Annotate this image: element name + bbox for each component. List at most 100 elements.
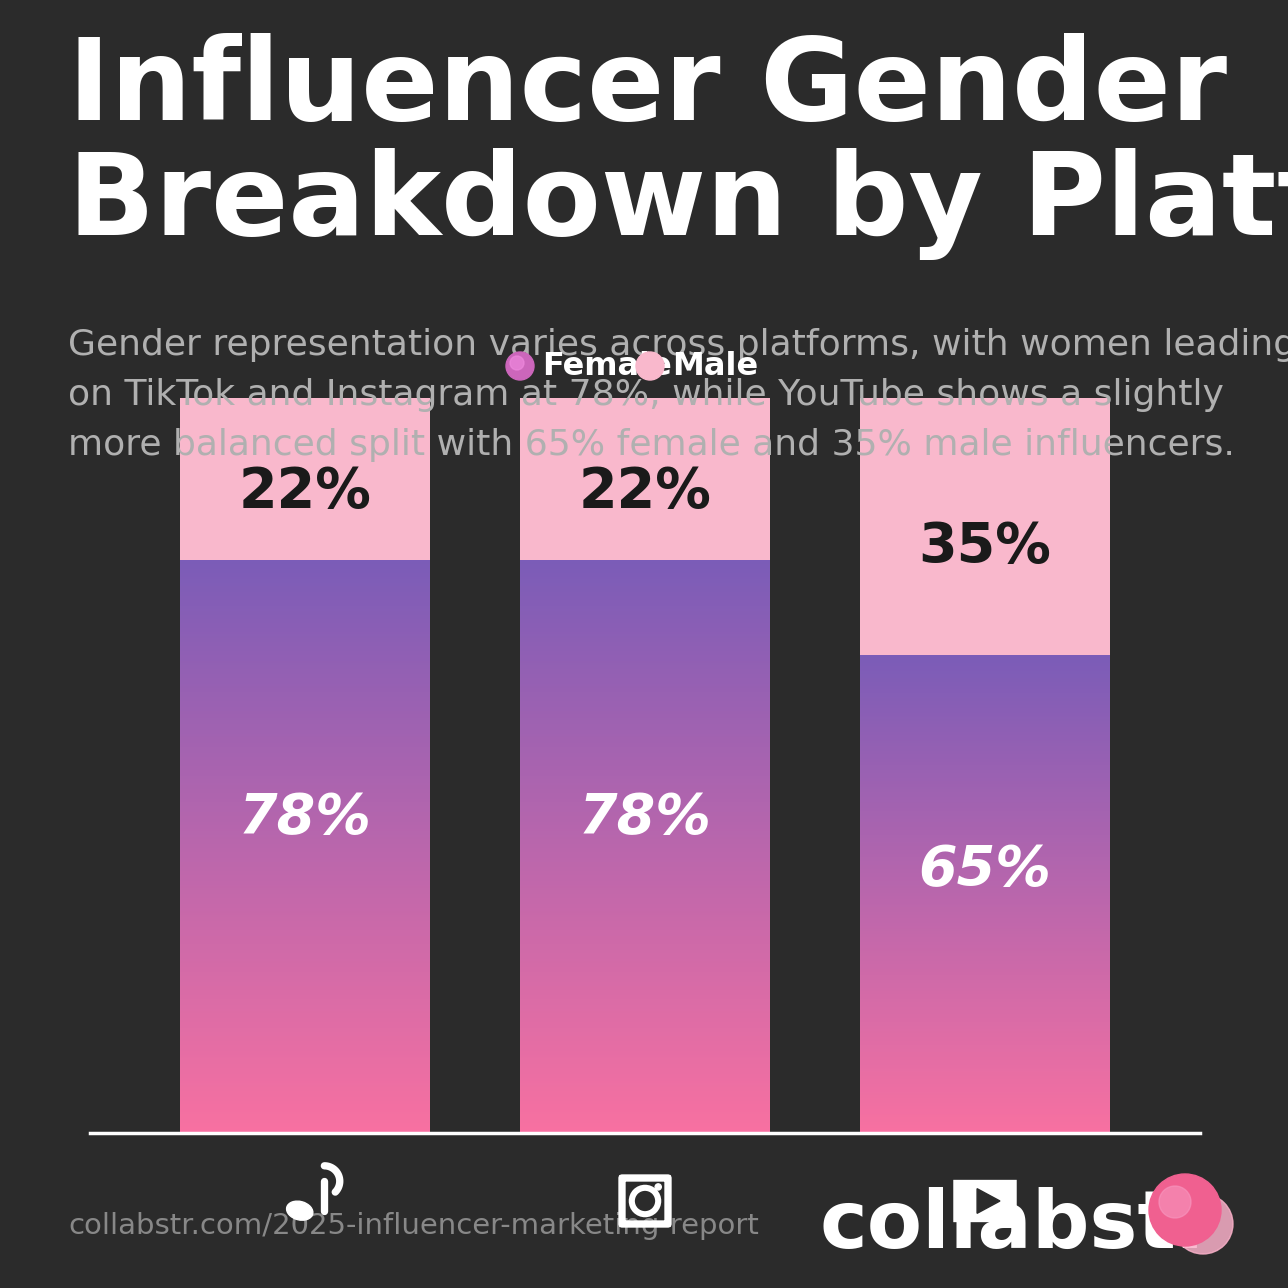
Bar [180,1061,430,1064]
Bar [520,1043,770,1045]
Bar [860,1028,1110,1029]
Text: Gender representation varies across platforms, with women leading
on TikTok and : Gender representation varies across plat… [68,328,1288,462]
Bar [520,582,770,585]
Bar [860,1119,1110,1122]
Bar [520,638,770,640]
Bar [860,719,1110,720]
Bar [180,710,430,712]
Bar [860,663,1110,665]
Bar [520,832,770,835]
Bar [860,1024,1110,1027]
Bar [180,828,430,831]
Bar [860,921,1110,922]
Bar [520,626,770,629]
Bar [860,900,1110,902]
Bar [180,601,430,604]
Bar [520,573,770,574]
Bar [180,1039,430,1041]
Bar [520,1109,770,1112]
Bar [180,957,430,960]
Bar [520,1001,770,1003]
Bar [520,866,770,867]
Bar [180,1109,430,1112]
Bar [180,1083,430,1086]
Bar [180,562,430,564]
Bar [520,720,770,723]
Bar [520,784,770,787]
Bar [860,911,1110,913]
Bar [180,1117,430,1119]
Bar [180,969,430,971]
Bar [860,997,1110,999]
Bar [180,866,430,867]
Bar [860,857,1110,859]
Bar [520,1127,770,1130]
Bar [860,675,1110,677]
Bar [520,1096,770,1099]
Bar [860,1103,1110,1104]
Bar [860,914,1110,917]
Bar [520,909,770,912]
Bar [860,841,1110,844]
Bar [860,1118,1110,1121]
Bar [180,949,430,952]
Bar [860,1068,1110,1069]
Bar [180,692,430,693]
Bar [520,1025,770,1028]
Bar [520,791,770,793]
Bar [180,884,430,886]
Bar [520,998,770,1001]
Bar [860,842,1110,845]
Bar [860,1096,1110,1097]
Bar [180,665,430,667]
Bar [520,887,770,890]
Bar [180,784,430,787]
Bar [520,898,770,900]
Bar [520,899,770,902]
Bar [180,792,430,795]
Bar [520,867,770,869]
Bar [520,1054,770,1056]
Bar [180,567,430,569]
Bar [860,654,1110,657]
Bar [520,645,770,648]
Bar [180,764,430,766]
Bar [180,930,430,933]
Bar [520,796,770,799]
Bar [860,756,1110,759]
Bar [180,398,430,560]
Bar [180,891,430,894]
Bar [520,1039,770,1041]
Text: 78%: 78% [238,791,371,845]
Bar [860,943,1110,945]
Bar [180,594,430,596]
Bar [520,884,770,886]
Bar [860,1083,1110,1086]
Bar [520,993,770,996]
Bar [520,696,770,697]
Bar [180,698,430,701]
Bar [860,813,1110,814]
Bar [520,1100,770,1103]
Bar [520,1113,770,1115]
Bar [180,1113,430,1115]
Bar [180,938,430,940]
Bar [180,670,430,672]
Bar [180,911,430,913]
Bar [860,796,1110,799]
Bar [180,808,430,810]
Bar [860,712,1110,714]
Bar [860,775,1110,778]
Bar [180,1050,430,1052]
Bar [180,851,430,854]
Bar [520,1061,770,1064]
Bar [520,949,770,952]
Bar [180,571,430,573]
Bar [180,783,430,786]
Bar [520,685,770,688]
Bar [520,921,770,922]
Bar [180,1123,430,1126]
Bar [860,765,1110,766]
Bar [180,1033,430,1036]
Bar [860,1043,1110,1046]
